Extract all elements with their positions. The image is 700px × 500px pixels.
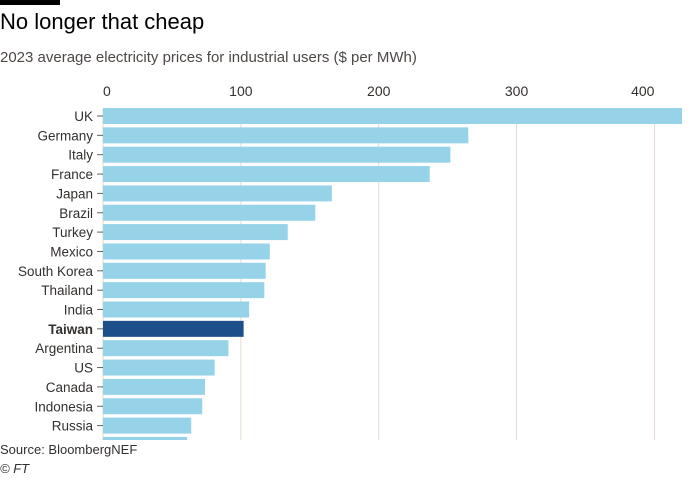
- bar-canada: [103, 378, 206, 395]
- category-label-thailand: Thailand: [41, 283, 93, 298]
- category-label-russia: Russia: [52, 419, 94, 434]
- category-label-italy: Italy: [68, 148, 93, 163]
- bar-thailand: [103, 282, 265, 299]
- bar-turkey: [103, 224, 288, 241]
- bar-china: [103, 436, 188, 440]
- bar-germany: [103, 127, 469, 144]
- bars: [103, 108, 682, 440]
- category-label-south-korea: South Korea: [18, 264, 94, 279]
- category-label-uk: UK: [74, 109, 93, 124]
- category-label-taiwan: Taiwan: [48, 322, 93, 337]
- chart-title: No longer that cheap: [0, 9, 205, 34]
- bar-chart: 0 100 200 300 400 UK Germany Italy France Japan B…: [18, 83, 682, 440]
- source-note: Source: BloombergNEF: [0, 442, 138, 457]
- bar-india: [103, 301, 250, 318]
- x-tick-label-200: 200: [367, 83, 391, 99]
- bar-south-korea: [103, 262, 266, 279]
- bar-japan: [103, 185, 332, 202]
- category-label-india: India: [64, 303, 94, 318]
- category-label-germany: Germany: [37, 128, 93, 143]
- x-tick-label-400: 400: [631, 83, 655, 99]
- category-label-turkey: Turkey: [52, 225, 93, 240]
- category-label-france: France: [51, 167, 93, 182]
- x-tick-label-300: 300: [505, 83, 529, 99]
- x-tick-label-0: 0: [103, 83, 111, 99]
- category-label-china: China: [58, 438, 94, 440]
- top-rule: [0, 0, 60, 5]
- category-label-argentina: Argentina: [35, 341, 93, 356]
- category-label-indonesia: Indonesia: [34, 399, 93, 414]
- bar-uk: [103, 108, 682, 124]
- bar-russia: [103, 417, 192, 434]
- chart-subtitle: 2023 average electricity prices for indu…: [0, 49, 417, 66]
- bar-argentina: [103, 340, 229, 357]
- category-labels: UK Germany Italy France Japan Brazil Turkey Mex…: [18, 109, 103, 440]
- bar-us: [103, 359, 215, 376]
- category-label-brazil: Brazil: [59, 206, 93, 221]
- copyright-credit: © FT: [0, 461, 30, 476]
- category-label-canada: Canada: [46, 380, 94, 395]
- bar-france: [103, 166, 430, 183]
- bar-brazil: [103, 204, 316, 221]
- category-label-mexico: Mexico: [50, 244, 93, 259]
- x-tick-label-100: 100: [229, 83, 253, 99]
- category-label-japan: Japan: [56, 186, 93, 201]
- bar-taiwan: [103, 320, 244, 337]
- bar-italy: [103, 146, 451, 163]
- x-axis-ticks: 0 100 200 300 400: [103, 83, 655, 99]
- category-label-us: US: [74, 361, 93, 376]
- bar-indonesia: [103, 398, 203, 415]
- bar-mexico: [103, 243, 270, 260]
